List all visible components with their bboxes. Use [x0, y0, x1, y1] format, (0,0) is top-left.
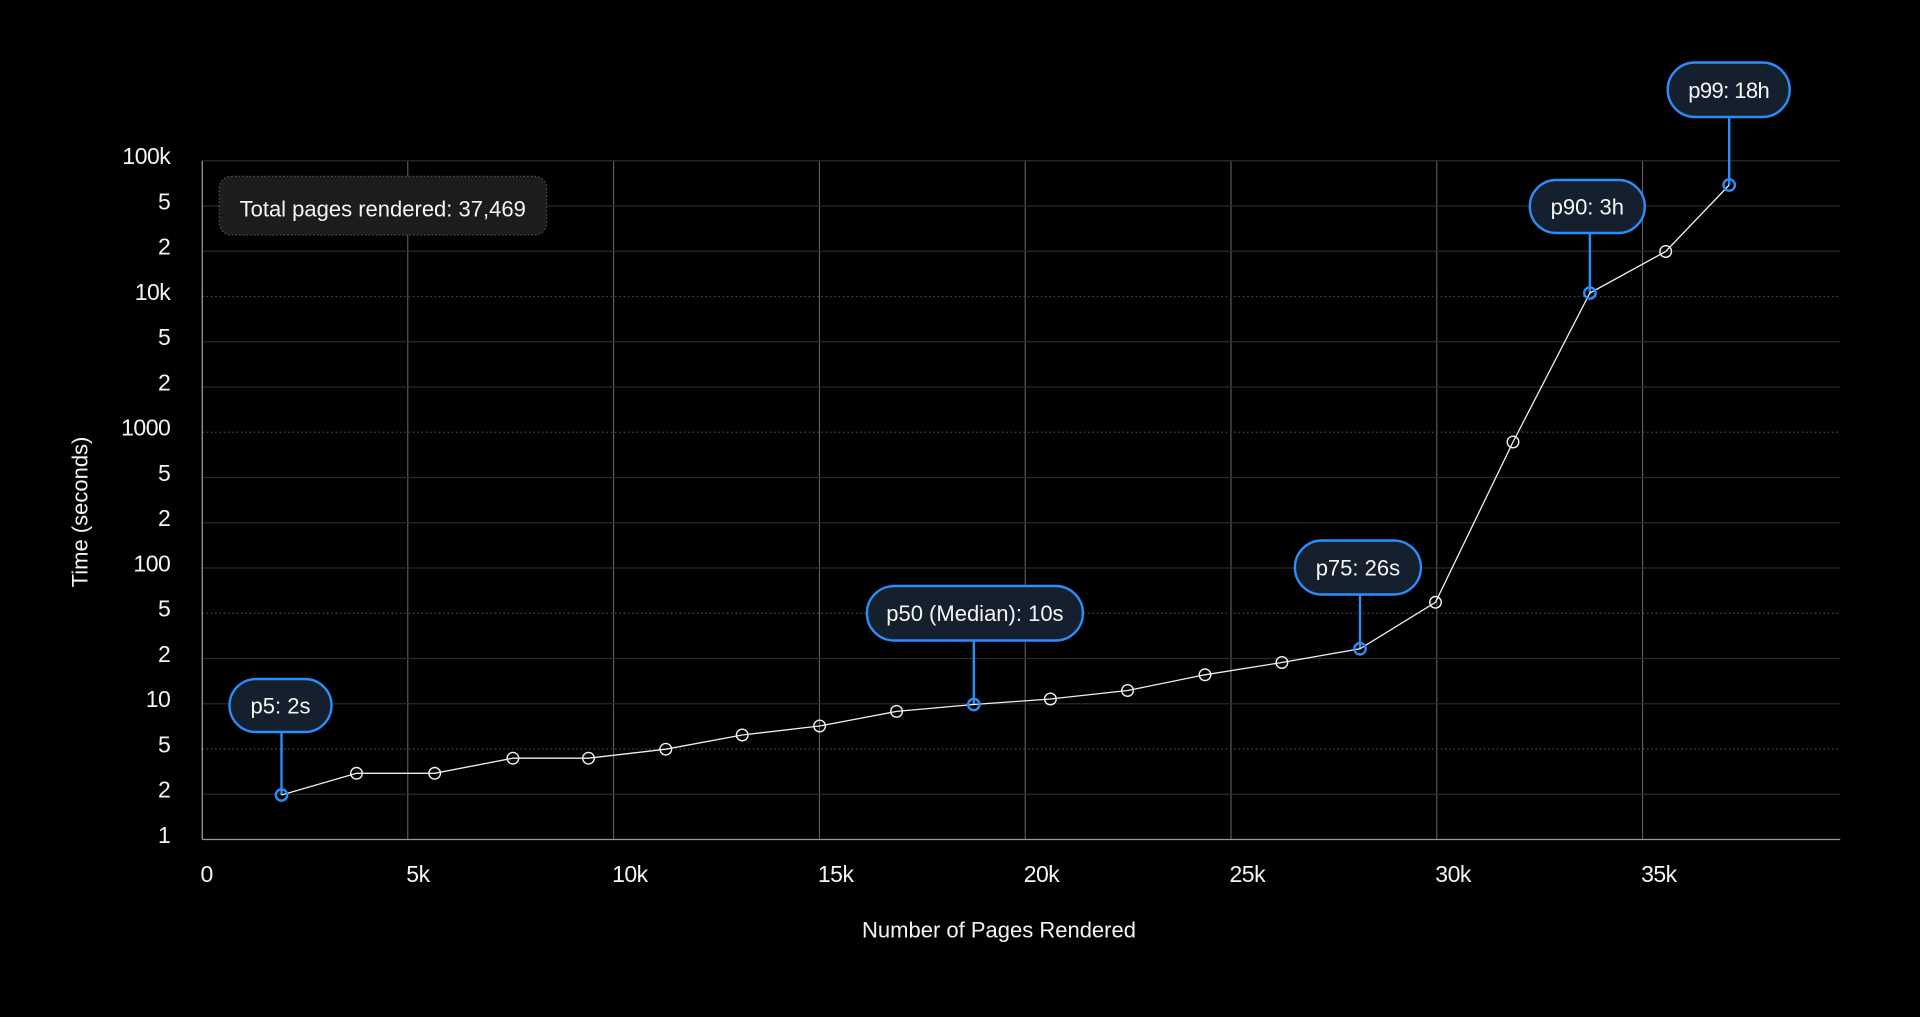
svg-text:p90: 3h: p90: 3h — [1551, 195, 1624, 220]
svg-text:Number of Pages Rendered: Number of Pages Rendered — [862, 918, 1136, 943]
svg-text:p50 (Median): 10s: p50 (Median): 10s — [886, 601, 1063, 626]
svg-text:5: 5 — [158, 731, 170, 757]
svg-text:100k: 100k — [122, 143, 171, 169]
svg-text:15k: 15k — [818, 861, 855, 887]
svg-text:35k: 35k — [1641, 861, 1678, 887]
svg-text:100: 100 — [133, 550, 170, 576]
svg-text:30k: 30k — [1435, 861, 1472, 887]
svg-text:20k: 20k — [1024, 861, 1061, 887]
svg-text:1000: 1000 — [121, 415, 170, 441]
svg-text:10k: 10k — [612, 861, 649, 887]
svg-text:2: 2 — [158, 641, 170, 667]
svg-text:10k: 10k — [135, 279, 172, 305]
svg-text:10: 10 — [146, 686, 171, 712]
svg-text:25k: 25k — [1230, 861, 1267, 887]
svg-text:2: 2 — [158, 369, 170, 395]
svg-text:5k: 5k — [406, 861, 430, 887]
svg-text:Total pages rendered: 37,469: Total pages rendered: 37,469 — [240, 197, 526, 222]
svg-text:2: 2 — [158, 777, 170, 803]
svg-text:p75: 26s: p75: 26s — [1316, 556, 1400, 581]
svg-text:2: 2 — [158, 234, 170, 260]
svg-text:0: 0 — [201, 861, 213, 887]
svg-text:1: 1 — [158, 822, 170, 848]
svg-text:Time (seconds): Time (seconds) — [68, 437, 93, 588]
svg-text:5: 5 — [158, 460, 170, 486]
svg-text:5: 5 — [158, 596, 170, 622]
svg-text:5: 5 — [158, 188, 170, 214]
svg-text:2: 2 — [158, 505, 170, 531]
svg-text:p99: 18h: p99: 18h — [1688, 78, 1769, 103]
svg-text:p5: 2s: p5: 2s — [251, 694, 311, 719]
svg-text:5: 5 — [158, 324, 170, 350]
